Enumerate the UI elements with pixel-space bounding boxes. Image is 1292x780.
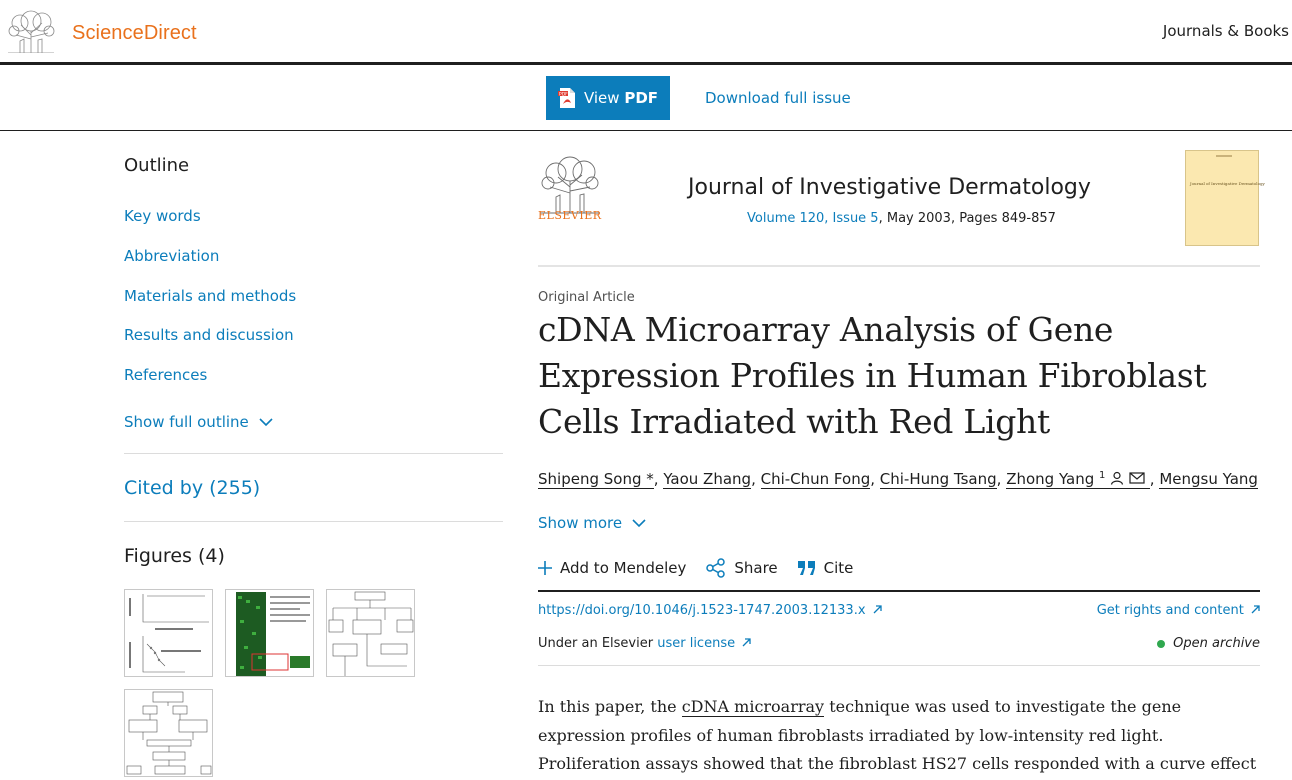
volume-issue-link[interactable]: Volume 120, Issue 5: [747, 211, 879, 226]
share-icon: [706, 558, 726, 578]
outline-item-materials-methods[interactable]: Materials and methods: [124, 287, 297, 305]
svg-text:PDF: PDF: [559, 91, 568, 97]
open-archive-dot-icon: [1157, 639, 1166, 648]
license-info: Under an Elsevier user license: [538, 636, 751, 651]
journal-cover-image[interactable]: Journal of Investigative Dermatology: [1185, 150, 1265, 246]
show-full-outline-label: Show full outline: [124, 413, 249, 431]
show-more-button[interactable]: Show more: [538, 514, 646, 532]
person-icon: [1111, 471, 1124, 485]
journal-title[interactable]: Journal of Investigative Dermatology: [688, 175, 1091, 200]
elsevier-wordmark: ELSEVIER: [538, 209, 602, 222]
show-full-outline-button[interactable]: Show full outline: [124, 413, 273, 431]
cited-by-link[interactable]: Cited by (255): [124, 477, 261, 499]
cover-header-bar: [1216, 155, 1232, 157]
outline-item-results-discussion[interactable]: Results and discussion: [124, 326, 294, 344]
open-archive-label: Open archive: [1173, 636, 1260, 651]
figures-title: Figures (4): [124, 545, 225, 567]
top-bar: ScienceDirect Journals & Books: [0, 0, 1292, 62]
author-list: Shipeng Song *, Yaou Zhang, Chi-Chun Fon…: [538, 470, 1258, 489]
add-to-mendeley-button[interactable]: Add to Mendeley: [538, 558, 686, 578]
article-title: cDNA Microarray Analysis of Gene Express…: [538, 310, 1207, 441]
license-prefix: Under an Elsevier: [538, 636, 654, 651]
download-full-issue-link[interactable]: Download full issue: [705, 89, 851, 107]
quote-icon: [797, 561, 815, 575]
issue-date-pages: , May 2003, Pages 849-857: [878, 211, 1056, 226]
chevron-down-icon: [259, 417, 273, 426]
author-link-corresponding[interactable]: Zhong Yang 1: [1006, 470, 1150, 489]
author-link[interactable]: Mengsu Yang: [1159, 470, 1258, 489]
elsevier-tree-logo-icon[interactable]: [6, 9, 56, 53]
outline-item-references[interactable]: References: [124, 366, 208, 384]
figure-thumbnail-1[interactable]: [124, 589, 213, 677]
user-license-link[interactable]: user license: [657, 636, 751, 651]
figure-4-pathway-image: [126, 691, 212, 775]
outline-title: Outline: [124, 155, 190, 176]
view-pdf-label: View: [583, 89, 620, 107]
open-archive-badge: Open archive: [1157, 636, 1260, 651]
sidebar-divider: [124, 521, 503, 522]
external-link-icon: [742, 638, 751, 647]
sidebar-divider: [124, 453, 503, 454]
actions-divider: [538, 590, 1260, 592]
figure-3-flowchart-image: [328, 591, 414, 676]
figure-2-microarray-image: [236, 592, 310, 676]
abstract-text: In this paper, the cDNA microarray techn…: [538, 697, 1257, 773]
author-link[interactable]: Yaou Zhang: [663, 470, 752, 489]
mendeley-label: Add to Mendeley: [560, 559, 687, 577]
share-button[interactable]: Share: [706, 558, 778, 578]
sciencedirect-brand[interactable]: ScienceDirect: [72, 22, 197, 44]
cite-button[interactable]: Cite: [797, 558, 854, 578]
doi-link[interactable]: https://doi.org/10.1046/j.1523-1747.2003…: [538, 603, 882, 618]
chevron-down-icon: [632, 518, 646, 527]
plus-icon: [538, 561, 552, 575]
author-link[interactable]: Chi-Chun Fong: [760, 470, 871, 489]
article-type: Original Article: [538, 290, 635, 305]
outline-item-key-words[interactable]: Key words: [124, 207, 201, 225]
share-label: Share: [734, 559, 778, 577]
figure-thumbnail-3[interactable]: [326, 589, 415, 677]
elsevier-logo-icon[interactable]: [538, 149, 602, 221]
rights-content-link[interactable]: Get rights and content: [1097, 603, 1260, 618]
article-actions: Add to Mendeley Share Cite: [538, 558, 853, 578]
view-pdf-button[interactable]: PDF View PDF: [546, 76, 670, 120]
external-link-icon: [873, 605, 882, 614]
figure-1-graph-image: [129, 594, 209, 673]
pdf-icon: PDF: [557, 88, 575, 108]
header-divider: [0, 62, 1292, 65]
outline-item-abbreviation[interactable]: Abbreviation: [124, 247, 220, 265]
external-link-icon: [1251, 605, 1260, 614]
cover-title: Journal of Investigative Dermatology: [1190, 181, 1265, 186]
figure-thumbnail-2[interactable]: [225, 589, 314, 677]
email-icon: [1129, 472, 1145, 484]
author-link[interactable]: Chi-Hung Tsang: [879, 470, 997, 489]
view-pdf-label-bold: PDF: [624, 89, 659, 107]
abstract-divider: [538, 665, 1260, 666]
journals-books-link[interactable]: Journals & Books: [1162, 22, 1289, 40]
journal-divider: [538, 265, 1260, 267]
figure-thumbnail-4[interactable]: [124, 689, 213, 777]
cdna-microarray-term-link[interactable]: cDNA microarray: [681, 697, 825, 717]
show-more-label: Show more: [538, 514, 623, 532]
journal-issue-info: Volume 120, Issue 5, May 2003, Pages 849…: [747, 211, 1056, 226]
cite-label: Cite: [823, 559, 854, 577]
author-link[interactable]: Shipeng Song *: [538, 470, 654, 489]
pdf-toolbar: PDF View PDF Download full issue: [0, 65, 1292, 131]
